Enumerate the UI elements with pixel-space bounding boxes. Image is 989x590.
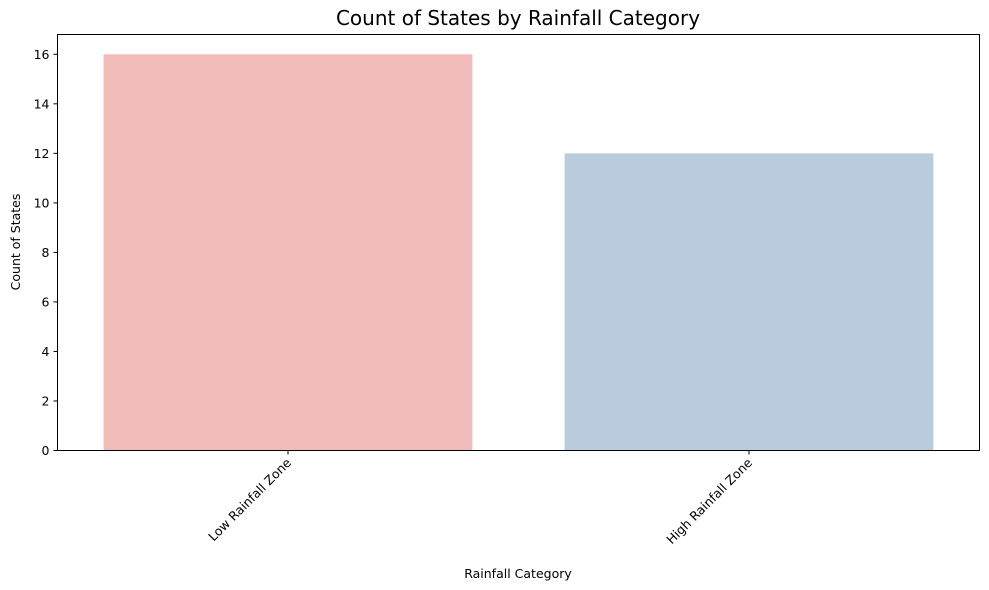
y-axis-label: Count of States — [8, 194, 23, 291]
y-axis: 0 2 4 6 8 10 12 14 16 — [34, 47, 58, 458]
y-tick-label: 8 — [42, 245, 50, 260]
y-tick-label: 16 — [34, 47, 50, 62]
y-tick-label: 10 — [34, 195, 50, 210]
chart-title: Count of States by Rainfall Category — [336, 6, 700, 30]
y-tick-label: 12 — [34, 146, 50, 161]
y-tick-label: 4 — [42, 344, 50, 359]
x-axis: Low Rainfall Zone High Rainfall Zone — [205, 450, 755, 547]
y-tick-label: 6 — [42, 294, 50, 309]
x-tick-label: High Rainfall Zone — [663, 455, 755, 547]
bar-high-rainfall-zone — [564, 153, 934, 451]
bars-group — [103, 54, 934, 451]
bar-low-rainfall-zone — [103, 54, 473, 451]
y-tick-label: 0 — [42, 443, 50, 458]
x-tick-label: Low Rainfall Zone — [205, 455, 294, 544]
plot-frame — [57, 34, 980, 451]
y-tick-label: 2 — [42, 393, 50, 408]
x-axis-label: Rainfall Category — [464, 566, 572, 581]
y-tick-label: 14 — [34, 96, 50, 111]
